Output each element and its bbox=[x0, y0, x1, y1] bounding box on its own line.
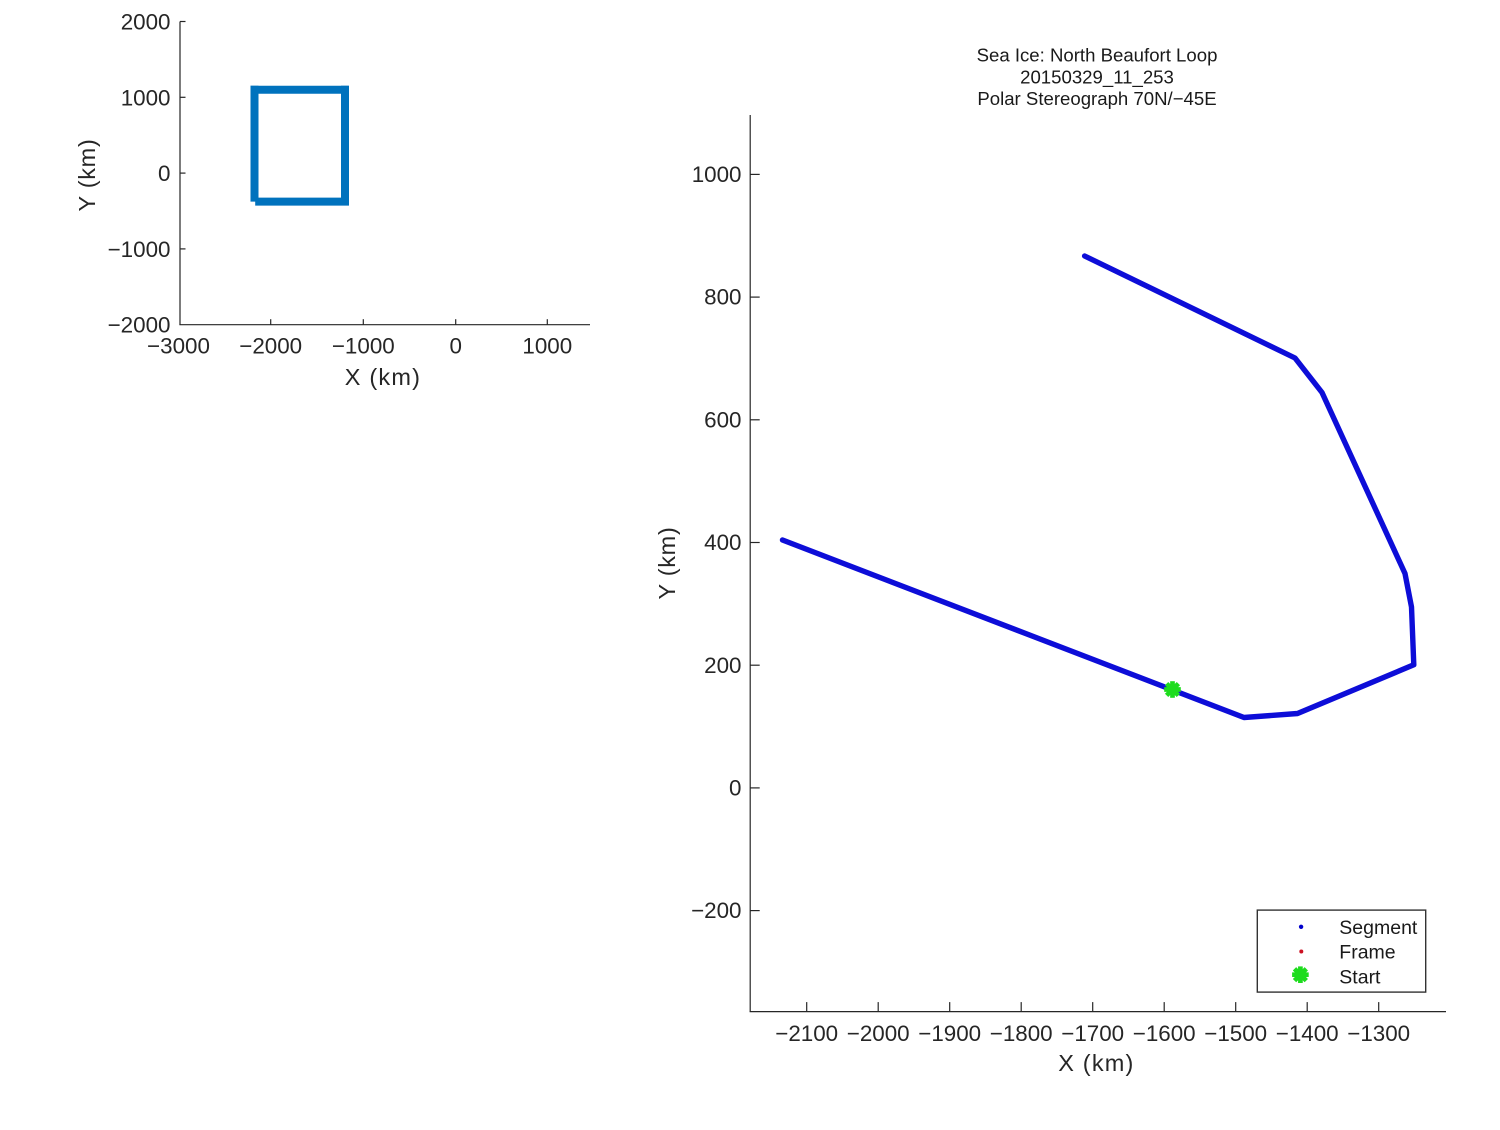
svg-text:0: 0 bbox=[449, 334, 461, 359]
svg-text:−1000: −1000 bbox=[108, 237, 171, 262]
svg-text:−2000: −2000 bbox=[847, 1021, 910, 1046]
svg-text:−2000: −2000 bbox=[239, 334, 302, 359]
svg-text:−1600: −1600 bbox=[1133, 1021, 1196, 1046]
svg-text:−1000: −1000 bbox=[332, 334, 395, 359]
svg-text:Frame: Frame bbox=[1339, 942, 1395, 964]
svg-text:600: 600 bbox=[704, 407, 741, 432]
svg-text:Polar Stereograph 70N/−45E: Polar Stereograph 70N/−45E bbox=[977, 88, 1216, 109]
svg-text:−1500: −1500 bbox=[1204, 1021, 1267, 1046]
svg-text:−2100: −2100 bbox=[775, 1021, 838, 1046]
svg-text:1000: 1000 bbox=[522, 334, 572, 359]
svg-text:800: 800 bbox=[704, 285, 741, 310]
svg-text:−1900: −1900 bbox=[918, 1021, 981, 1046]
svg-text:−1300: −1300 bbox=[1347, 1021, 1410, 1046]
svg-text:Y (km): Y (km) bbox=[74, 139, 100, 212]
svg-text:Sea Ice: North Beaufort Loop: Sea Ice: North Beaufort Loop bbox=[977, 45, 1218, 66]
svg-text:Y (km): Y (km) bbox=[654, 527, 680, 600]
svg-text:Start: Start bbox=[1339, 966, 1381, 988]
svg-text:1000: 1000 bbox=[121, 85, 171, 110]
svg-text:Segment: Segment bbox=[1339, 917, 1418, 939]
svg-text:X (km): X (km) bbox=[1058, 1050, 1134, 1076]
svg-text:−1700: −1700 bbox=[1061, 1021, 1124, 1046]
svg-text:−200: −200 bbox=[691, 898, 741, 923]
svg-text:−1800: −1800 bbox=[990, 1021, 1053, 1046]
svg-text:0: 0 bbox=[729, 776, 741, 801]
svg-text:−2000: −2000 bbox=[108, 313, 171, 338]
svg-text:200: 200 bbox=[704, 653, 741, 678]
svg-text:X (km): X (km) bbox=[345, 364, 421, 390]
svg-text:−3000: −3000 bbox=[147, 334, 210, 359]
svg-text:−1400: −1400 bbox=[1276, 1021, 1339, 1046]
svg-text:400: 400 bbox=[704, 530, 741, 555]
svg-text:1000: 1000 bbox=[692, 162, 742, 187]
svg-text:20150329_11_253: 20150329_11_253 bbox=[1020, 66, 1174, 88]
svg-text:2000: 2000 bbox=[121, 10, 171, 35]
svg-text:0: 0 bbox=[158, 161, 170, 186]
